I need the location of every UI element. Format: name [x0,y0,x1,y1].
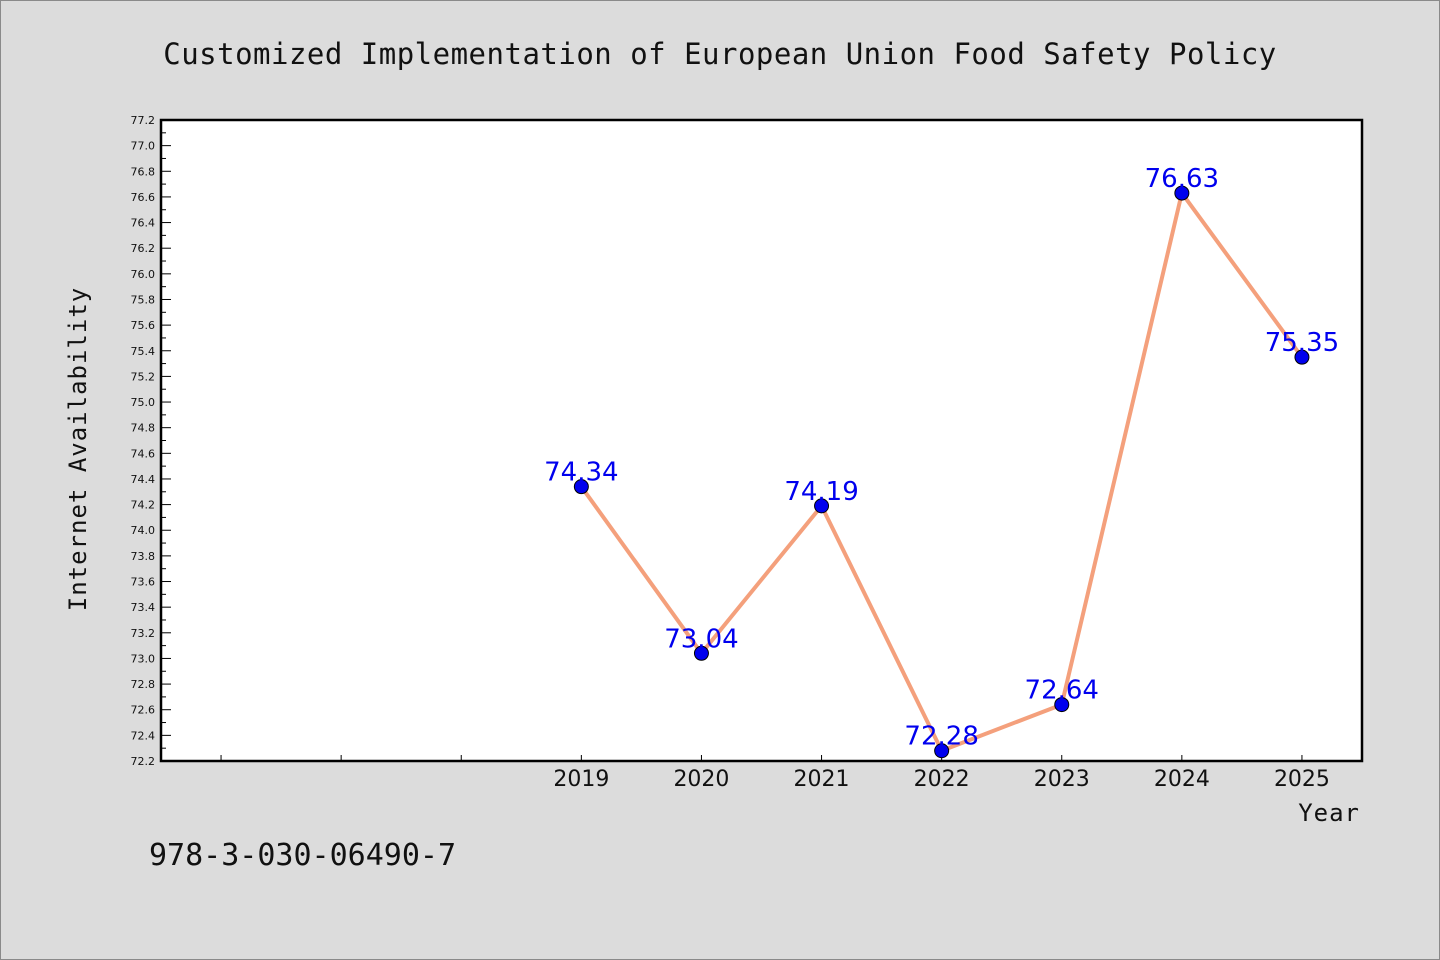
y-tick-label: 77.2 [131,114,156,127]
isbn-text: 978-3-030-06490-7 [149,838,456,873]
data-label: 72.28 [904,722,978,752]
x-tick-label: 2024 [1154,767,1210,792]
plot-area [159,118,1364,763]
y-tick-label: 75.4 [131,345,156,358]
y-tick-label: 75.0 [131,396,156,409]
x-tick-label: 2022 [914,767,970,792]
y-tick-label: 76.8 [131,165,156,178]
y-tick-label: 75.6 [131,319,156,332]
data-point [1174,185,1190,201]
y-tick-label: 73.4 [131,601,156,614]
data-label: 74.19 [784,477,858,507]
data-point [934,743,950,759]
y-tick-label: 76.6 [131,191,156,204]
data-point [814,498,830,514]
y-tick-label: 72.2 [131,755,156,768]
y-tick-label: 72.6 [131,704,156,717]
chart-title: Customized Implementation of European Un… [163,37,1277,71]
data-label: 74.34 [544,458,618,488]
y-tick-label: 73.8 [131,550,156,563]
data-point [573,479,589,495]
x-tick-label: 2025 [1274,767,1330,792]
y-tick-label: 75.8 [131,293,156,306]
data-label: 73.04 [664,624,738,654]
y-tick-label: 76.0 [131,268,156,281]
x-tick-label: 2023 [1034,767,1090,792]
y-tick-label: 74.6 [131,447,156,460]
y-axis-label: Internet Availability [64,287,92,611]
data-point [1294,349,1310,365]
y-axis-ticks: 72.2 72.4 72.6 72.8 73.0 73.2 73.4 73.6 73.8 74.0… [131,114,171,768]
data-markers [573,185,1310,759]
y-tick-label: 72.8 [131,678,156,691]
data-labels: 74.34 73.04 74.19 72.28 72.64 76.63 75.35 [544,164,1339,752]
y-tick-label: 75.2 [131,370,156,383]
data-point [1054,697,1070,713]
y-tick-label: 74.2 [131,499,156,512]
data-label: 75.35 [1265,328,1339,358]
y-tick-label: 76.2 [131,242,156,255]
x-tick-label: 2019 [553,767,609,792]
x-tick-label: 2021 [794,767,850,792]
y-tick-label: 73.0 [131,652,156,665]
y-tick-label: 74.8 [131,422,156,435]
y-tick-label: 73.2 [131,627,156,640]
y-tick-label: 72.4 [131,729,156,742]
y-tick-label: 73.6 [131,576,156,589]
y-tick-label: 77.0 [131,140,156,153]
data-label: 72.64 [1025,676,1099,706]
data-label: 76.63 [1145,164,1219,194]
x-axis-ticks: 2019 2020 2021 2022 2023 2024 2025 [220,755,1330,792]
data-point [693,645,709,661]
y-tick-label: 74.0 [131,524,156,537]
x-axis-label: Year [1298,799,1360,827]
y-tick-label: 76.4 [131,217,156,230]
y-tick-label: 74.4 [131,473,156,486]
x-tick-label: 2020 [673,767,729,792]
